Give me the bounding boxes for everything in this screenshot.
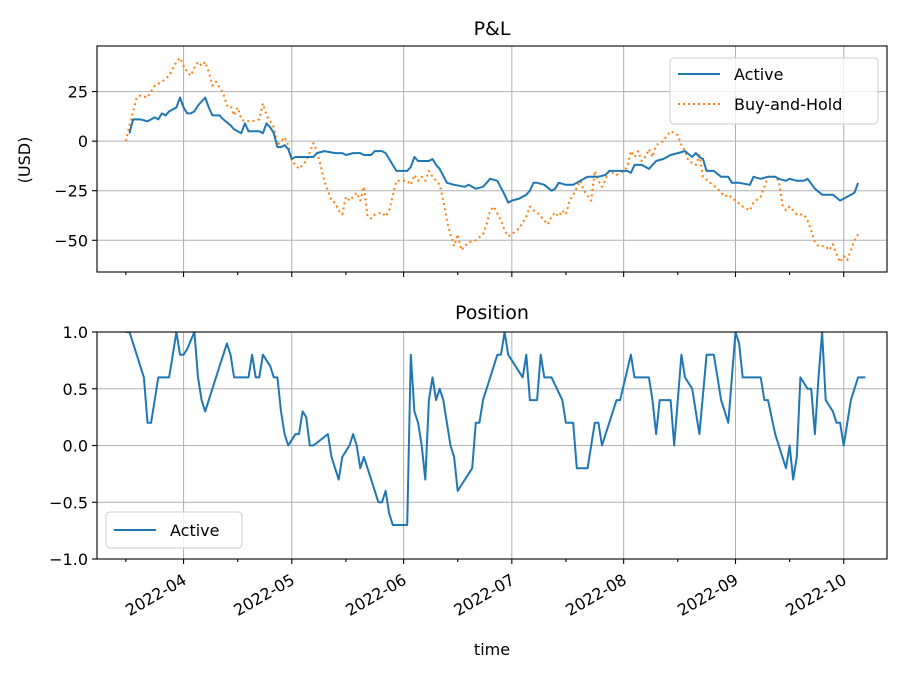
position-y-axis: 1.0 0.5 0.0 −0.5 −1.0 bbox=[49, 323, 97, 569]
pnl-legend-active-label: Active bbox=[734, 65, 784, 84]
x-tick-label: 2022-09 bbox=[674, 570, 741, 620]
position-legend-active-label: Active bbox=[170, 521, 220, 540]
y-tick-label: −50 bbox=[54, 231, 88, 250]
pnl-y-axis-label: (USD) bbox=[15, 137, 34, 184]
pnl-legend-box bbox=[669, 57, 879, 125]
pnl-x-axis bbox=[125, 272, 845, 277]
position-title: Position bbox=[455, 302, 529, 324]
x-tick-label: 2022-08 bbox=[562, 570, 629, 620]
x-tick-label: 2022-04 bbox=[122, 570, 189, 620]
position-x-axis: 2022-04 2022-05 2022-06 2022-07 2022-08 2022-… bbox=[122, 559, 850, 620]
pnl-y-axis: 25 0 −25 −50 bbox=[54, 83, 97, 250]
pos-series-active-line bbox=[125, 332, 866, 526]
pnl-axes-frame bbox=[96, 45, 888, 273]
y-tick-label: 1.0 bbox=[63, 323, 88, 342]
pnl-lines bbox=[124, 56, 860, 264]
x-tick-label: 2022-05 bbox=[230, 570, 297, 620]
pnl-legend: Active Buy-and-Hold bbox=[669, 57, 879, 125]
position-legend-box bbox=[105, 511, 243, 549]
y-tick-label: −25 bbox=[54, 182, 88, 201]
pnl-panel: P&L 25 0 −25 −50 (USD) Active Buy-and-Hold bbox=[15, 18, 888, 277]
pnl-legend-buyhold-label: Buy-and-Hold bbox=[734, 95, 842, 114]
pnl-title: P&L bbox=[474, 18, 511, 40]
x-tick-label: 2022-10 bbox=[782, 570, 849, 620]
pnl-series-active-line bbox=[128, 96, 860, 204]
position-panel: Position 1.00.50.0−0.5−1.0 2022-04 2022-0… bbox=[49, 302, 888, 659]
y-tick-label: −1.0 bbox=[49, 550, 88, 569]
y-tick-label: 0.5 bbox=[63, 380, 88, 399]
y-tick-label: 25 bbox=[68, 83, 88, 102]
y-tick-label: −0.5 bbox=[49, 493, 88, 512]
x-tick-label: 2022-07 bbox=[450, 570, 517, 620]
y-tick-label: 0.0 bbox=[63, 437, 88, 456]
position-legend: Active bbox=[105, 511, 243, 549]
x-tick-label: 2022-06 bbox=[342, 570, 409, 620]
position-lines bbox=[125, 332, 866, 526]
x-axis-label: time bbox=[474, 640, 510, 659]
y-tick-label: 0 bbox=[78, 132, 88, 151]
